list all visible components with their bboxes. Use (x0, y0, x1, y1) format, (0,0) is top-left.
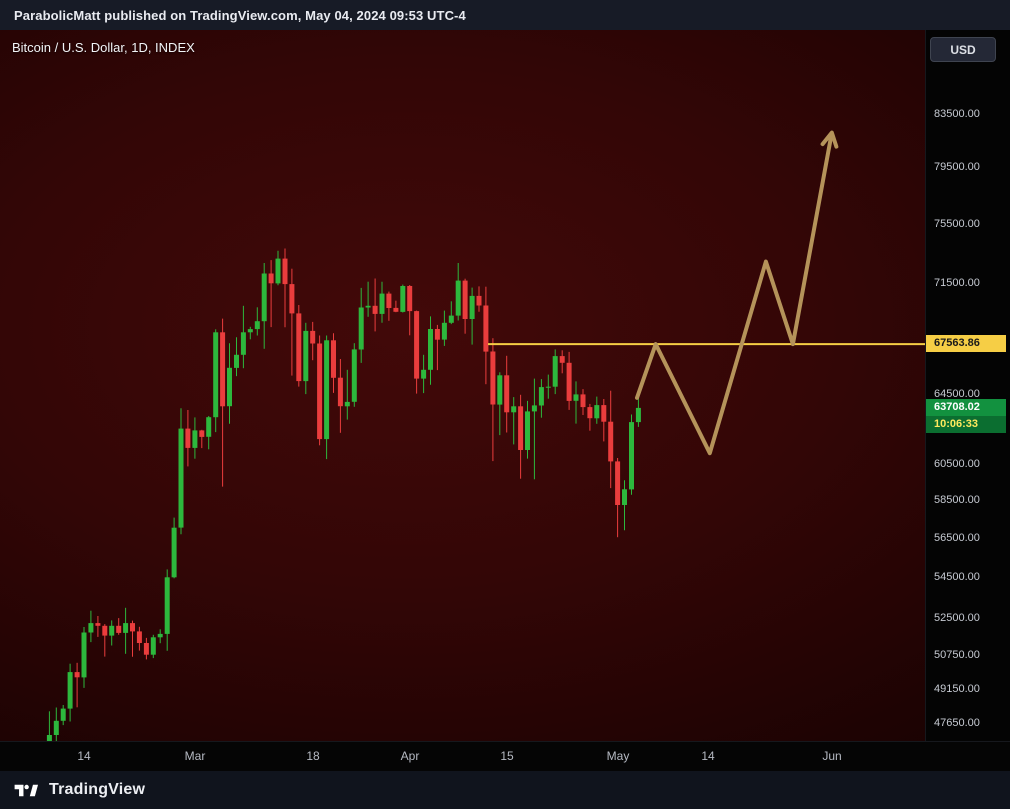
time-label: Mar (184, 749, 206, 763)
price-axis[interactable]: USD 83500.00 79500.00 75500.00 71500.00 6450… (925, 30, 1010, 741)
price-label: 83500.00 (934, 108, 980, 120)
price-label: 56500.00 (934, 532, 980, 544)
time-axis[interactable]: 14 Mar 18 Apr 15 May 14 Jun (0, 741, 1010, 771)
price-label: 58500.00 (934, 494, 980, 506)
time-label: May (606, 749, 630, 763)
price-label: 64500.00 (934, 388, 980, 400)
currency-toggle-button[interactable]: USD (930, 37, 996, 62)
price-label: 49150.00 (934, 683, 980, 695)
price-label: 60500.00 (934, 458, 980, 470)
tradingview-brand[interactable]: TradingView (49, 781, 146, 798)
footer-bar: TradingView (0, 771, 1010, 809)
time-label: 14 (77, 749, 91, 763)
chart-pane[interactable]: Bitcoin / U.S. Dollar, 1D, INDEX (0, 30, 925, 741)
symbol-title[interactable]: Bitcoin / U.S. Dollar, 1D, INDEX (12, 40, 195, 55)
last-price-label: 63708.02 (926, 399, 1006, 416)
time-label: 14 (701, 749, 715, 763)
time-label: 15 (500, 749, 514, 763)
price-label: 52500.00 (934, 612, 980, 624)
time-label: 18 (306, 749, 320, 763)
candlestick-chart[interactable] (0, 30, 925, 741)
tradingview-logo-icon[interactable] (12, 781, 40, 800)
time-label: Jun (822, 749, 842, 763)
drawing-price-label: 67563.86 (926, 335, 1006, 352)
price-label: 47650.00 (934, 717, 980, 729)
price-label: 71500.00 (934, 277, 980, 289)
price-label: 75500.00 (934, 218, 980, 230)
price-label: 79500.00 (934, 161, 980, 173)
price-label: 50750.00 (934, 649, 980, 661)
publish-bar: ParabolicMatt published on TradingView.c… (0, 0, 1010, 30)
candle-countdown: 10:06:33 (926, 416, 1006, 433)
publish-info: ParabolicMatt published on TradingView.c… (14, 7, 466, 23)
price-label: 54500.00 (934, 571, 980, 583)
time-label: Apr (400, 749, 420, 763)
